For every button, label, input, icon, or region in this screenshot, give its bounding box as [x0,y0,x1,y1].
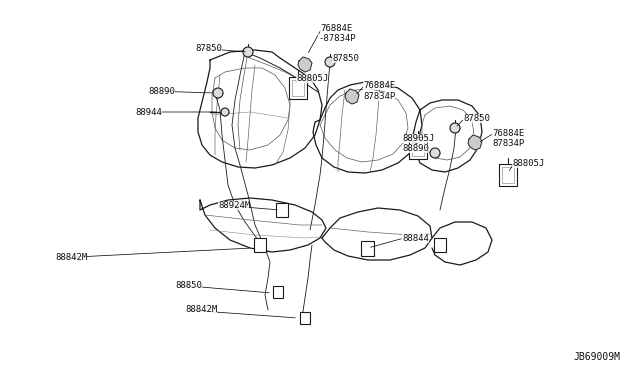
Text: JB69009M: JB69009M [573,352,620,362]
Bar [289,77,307,99]
Circle shape [243,47,253,57]
Text: 87850: 87850 [463,113,490,122]
Text: 87850: 87850 [195,44,222,52]
Bar [502,167,514,183]
Text: 88842M: 88842M [55,253,87,263]
Text: 76884E: 76884E [492,128,524,138]
Text: 87834P: 87834P [492,138,524,148]
Bar [276,203,288,217]
Polygon shape [345,89,359,104]
Text: 88805J: 88805J [296,74,328,83]
Bar [292,80,304,96]
Circle shape [450,123,460,133]
Bar [409,137,427,159]
Text: 88924M: 88924M [218,201,250,209]
Text: 87850: 87850 [332,54,359,62]
Bar [300,312,310,324]
Bar [499,164,517,186]
Circle shape [213,88,223,98]
Bar [273,286,283,298]
Polygon shape [298,57,312,72]
Circle shape [325,57,335,67]
Bar [434,238,446,252]
Text: 88850: 88850 [175,280,202,289]
Text: 88844: 88844 [402,234,429,243]
Text: 76884E: 76884E [363,80,396,90]
Text: 88890: 88890 [148,87,175,96]
Text: -87834P: -87834P [318,33,356,42]
Bar [362,241,374,256]
Circle shape [221,108,229,116]
Circle shape [430,148,440,158]
Text: 88905J: 88905J [402,134,435,142]
Bar [412,140,424,156]
Text: 88890: 88890 [402,144,429,153]
Text: 88842M: 88842M [185,305,217,314]
Text: 88805J: 88805J [512,158,544,167]
Polygon shape [468,135,482,150]
Bar [254,238,266,252]
Text: 76884E: 76884E [320,23,352,32]
Text: 87834P: 87834P [363,92,396,100]
Text: 88944: 88944 [135,108,162,116]
